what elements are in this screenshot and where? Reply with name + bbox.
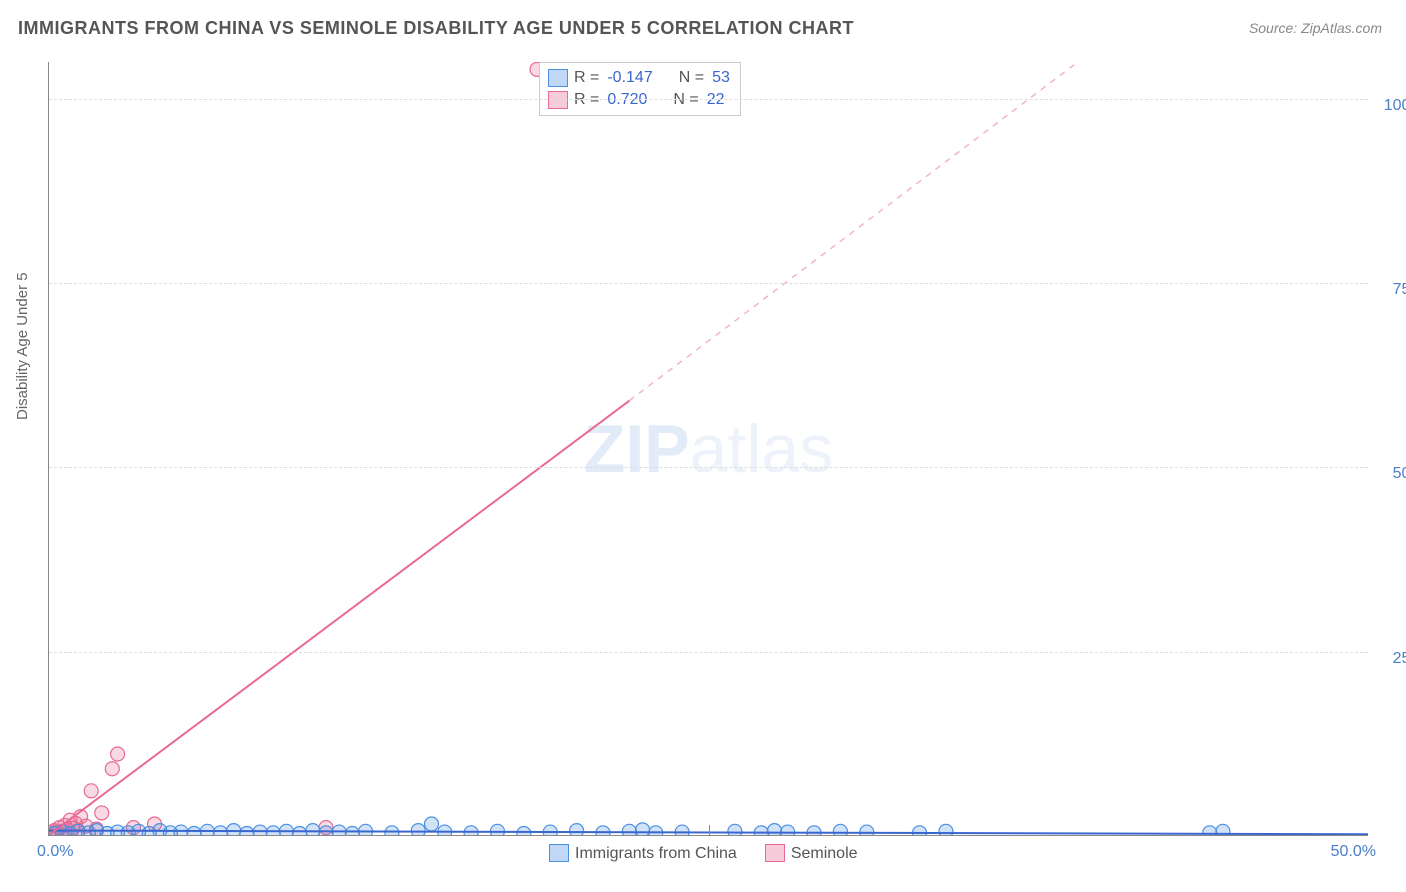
y-tick-label: 75.0% — [1378, 281, 1406, 299]
legend-swatch — [548, 91, 568, 109]
chart-title: IMMIGRANTS FROM CHINA VS SEMINOLE DISABI… — [18, 18, 854, 39]
x-tick-min: 0.0% — [37, 843, 73, 861]
legend-swatch — [765, 844, 785, 862]
legend-n-label: N = — [673, 89, 698, 111]
legend-bottom-item: Immigrants from China — [549, 844, 737, 863]
x-tick-max: 50.0% — [1331, 843, 1376, 861]
legend-top: R =-0.147N =53R =0.720N =22 — [539, 62, 741, 116]
chart-svg — [49, 62, 1368, 835]
y-tick-label: 50.0% — [1378, 465, 1406, 483]
gridline-h — [49, 467, 1368, 468]
legend-top-row: R = -0.147 N = 53 — [548, 67, 730, 89]
chart-container: IMMIGRANTS FROM CHINA VS SEMINOLE DISABI… — [0, 0, 1406, 892]
legend-bottom-item: Seminole — [765, 844, 858, 863]
gridline-h — [49, 652, 1368, 653]
legend-n-value: 22 — [707, 89, 725, 111]
legend-r-value: -0.147 — [607, 67, 652, 89]
legend-bottom-label: Seminole — [791, 845, 858, 862]
legend-n-value: 53 — [712, 67, 730, 89]
legend-swatch — [548, 69, 568, 87]
y-axis-label: Disability Age Under 5 — [14, 272, 31, 420]
legend-swatch — [549, 844, 569, 862]
gridline-h — [49, 99, 1368, 100]
legend-bottom-label: Immigrants from China — [575, 845, 737, 862]
legend-r-label: R = — [574, 89, 599, 111]
y-tick-label: 100.0% — [1378, 97, 1406, 115]
y-tick-label: 25.0% — [1378, 650, 1406, 668]
plot-area: ZIPatlas R =-0.147N =53R =0.720N =22 0.0… — [48, 62, 1368, 836]
legend-r-value: 0.720 — [607, 89, 647, 111]
legend-top-row: R = 0.720 N = 22 — [548, 89, 730, 111]
legend-bottom: Immigrants from China Seminole — [549, 844, 858, 863]
legend-r-label: R = — [574, 67, 599, 89]
x-minor-tick — [709, 825, 710, 835]
source-label: Source: ZipAtlas.com — [1249, 20, 1382, 36]
gridline-h — [49, 283, 1368, 284]
legend-n-label: N = — [679, 67, 704, 89]
